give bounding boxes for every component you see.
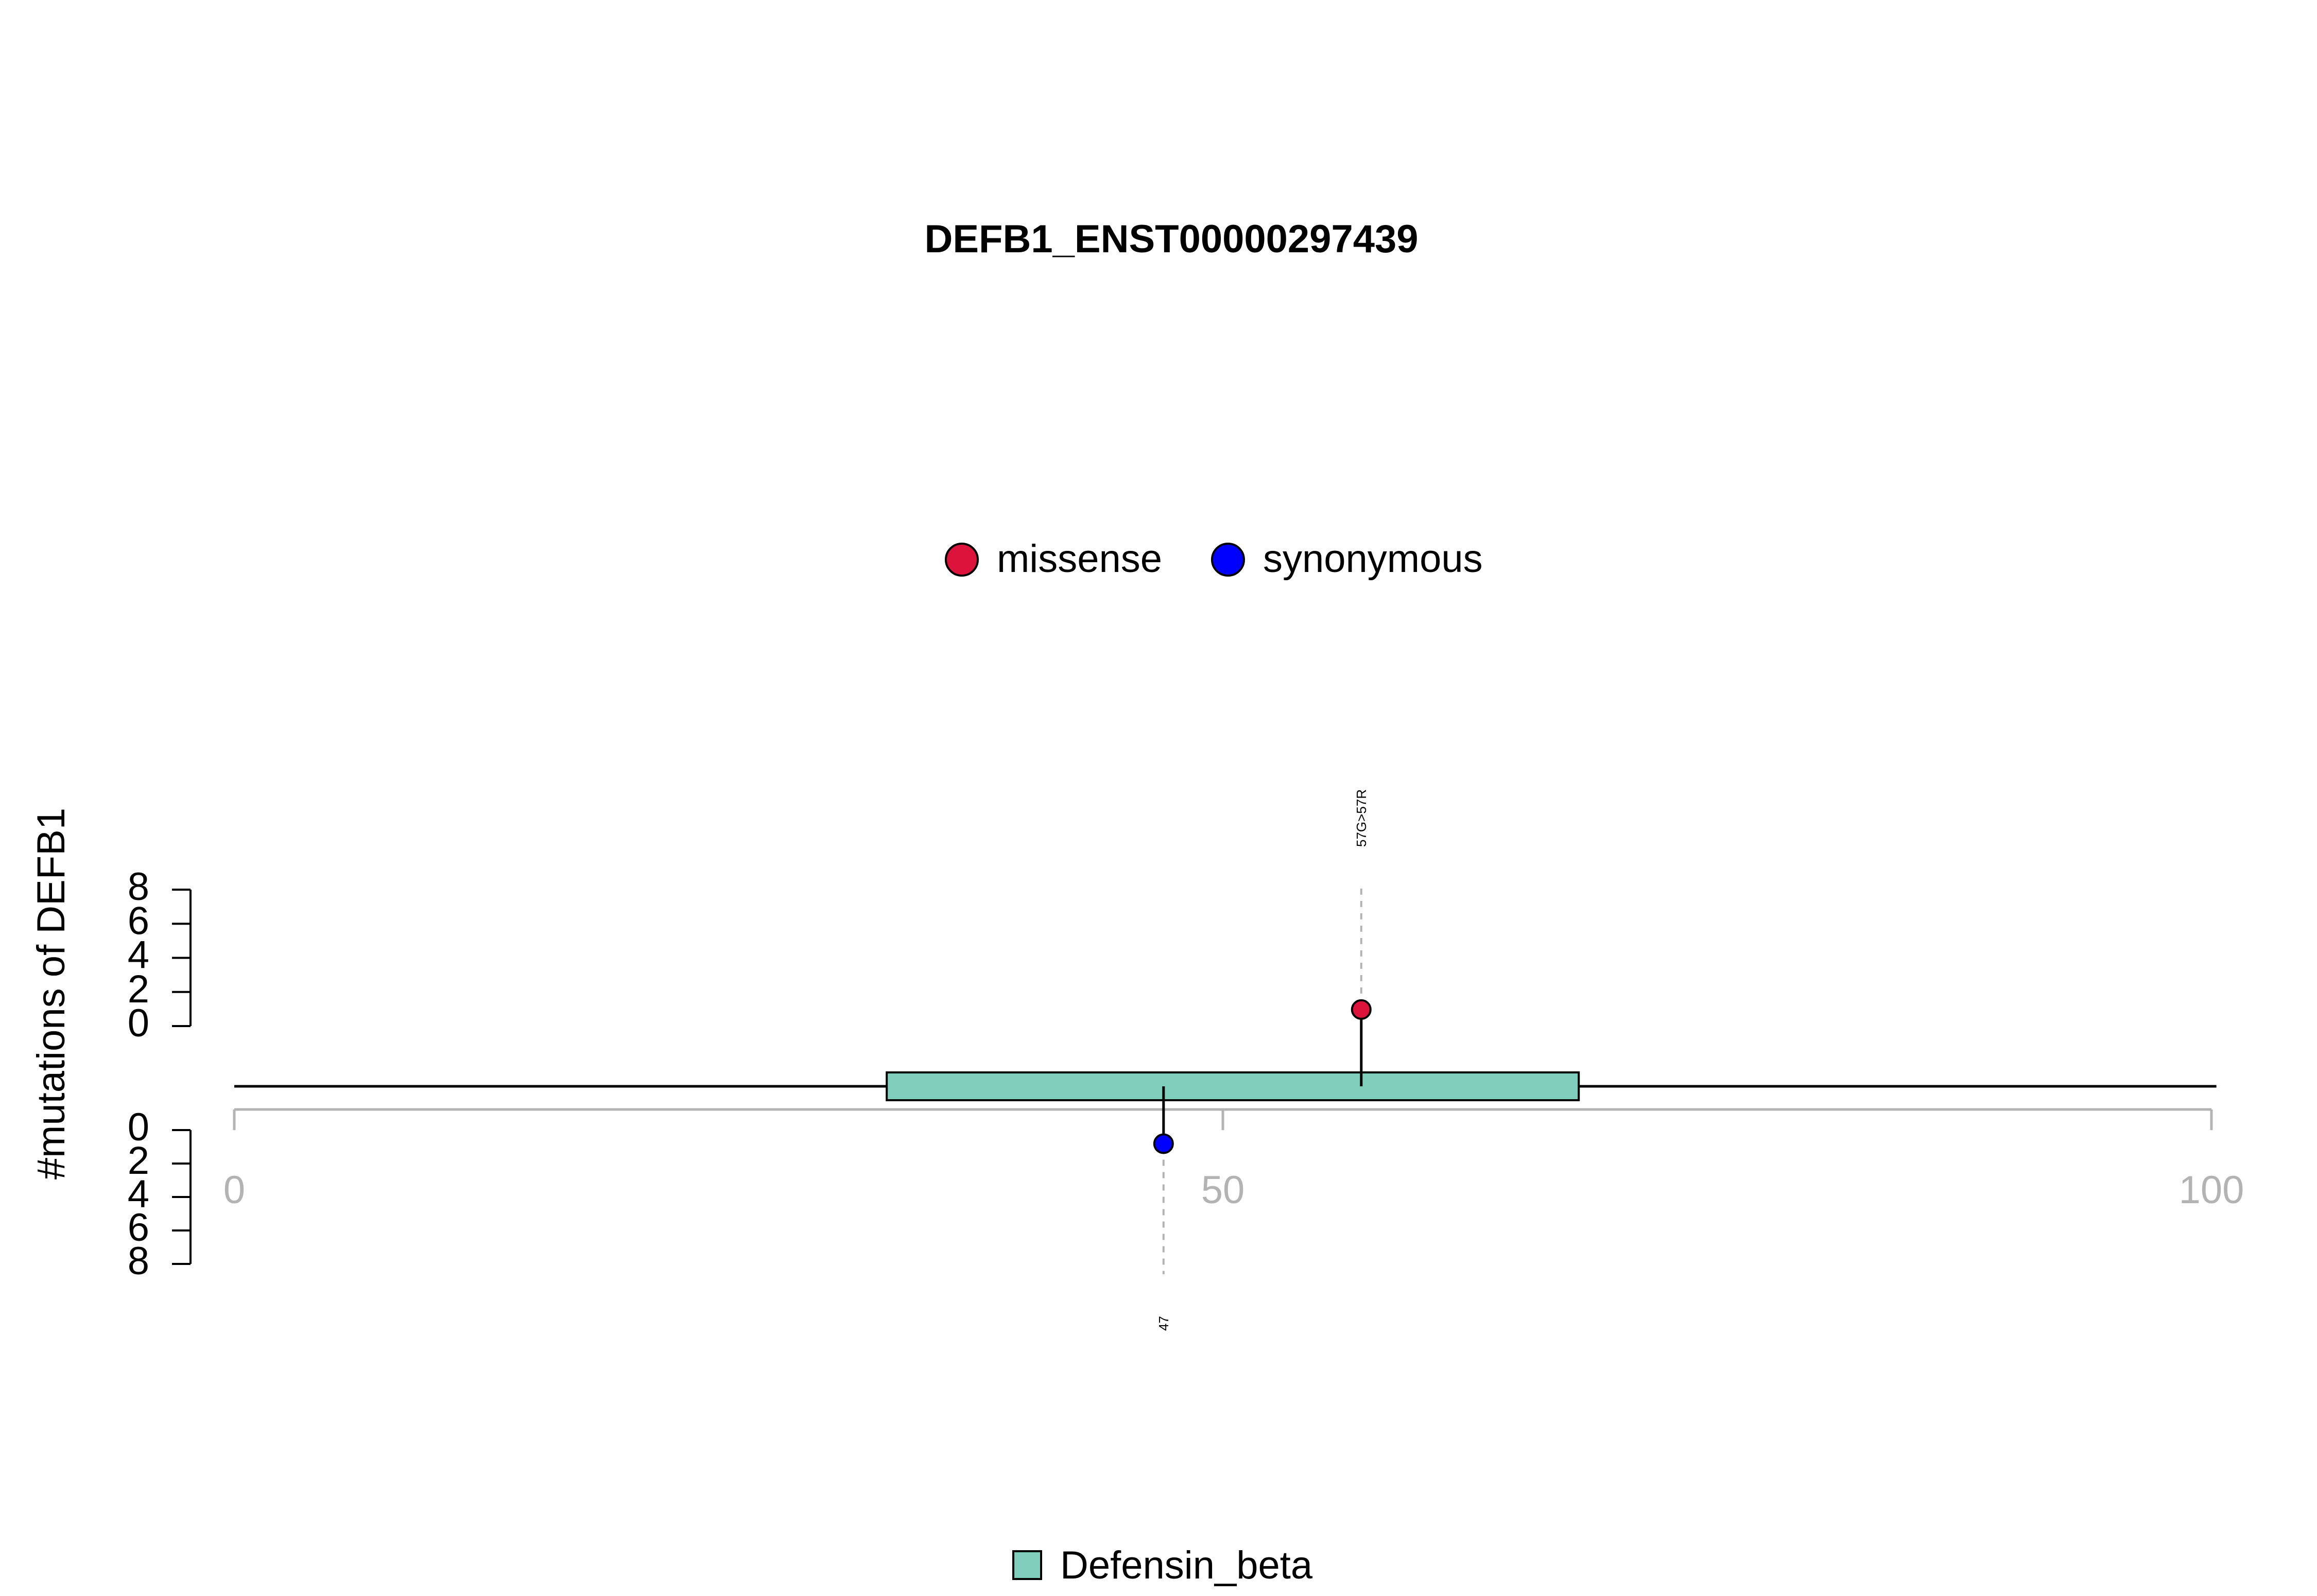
legend-marker-synonymous bbox=[1211, 543, 1245, 577]
point-57G>57R bbox=[1351, 999, 1372, 1020]
mutation-lollipops: 57G>57R 47 bbox=[1153, 789, 1372, 1331]
legend-marker-missense bbox=[945, 543, 979, 577]
mutation-legend: missense synonymous bbox=[945, 537, 1483, 581]
x-tick-label-50: 50 bbox=[1201, 1168, 1245, 1212]
y-lower-tick-label-6: 6 bbox=[128, 1206, 149, 1250]
legend-label-missense: missense bbox=[997, 537, 1162, 581]
y-lower-tick-label-4: 4 bbox=[128, 1172, 149, 1216]
point-47 bbox=[1153, 1133, 1174, 1154]
y-upper-tick-label-4: 4 bbox=[128, 933, 149, 977]
legend-label-Defensin_beta: Defensin_beta bbox=[1060, 1543, 1313, 1587]
domain-Defensin_beta bbox=[886, 1071, 1580, 1101]
y-upper-tick-label-6: 6 bbox=[128, 899, 149, 943]
domain-legend: Defensin_beta bbox=[1012, 1543, 1313, 1587]
y-upper-tick-label-0: 0 bbox=[128, 1001, 149, 1045]
y-lower-tick-label-8: 8 bbox=[128, 1239, 149, 1283]
y-axis-label: #mutations of DEFB1 bbox=[29, 808, 73, 1179]
y-upper-tick-label-8: 8 bbox=[128, 865, 149, 909]
y-lower-tick-label-0: 0 bbox=[128, 1105, 149, 1149]
legend-swatch-Defensin_beta bbox=[1012, 1550, 1042, 1580]
legend-label-synonymous: synonymous bbox=[1263, 537, 1483, 581]
mutation-label-47: 47 bbox=[1156, 1316, 1171, 1331]
chart-title: DEFB1_ENST00000297439 bbox=[924, 217, 1418, 261]
x-tick-label-100: 100 bbox=[2179, 1168, 2244, 1212]
domain-boxes bbox=[886, 1071, 1580, 1101]
y-upper-tick-label-2: 2 bbox=[128, 967, 149, 1011]
x-axis: 0 50 100 bbox=[223, 1108, 2244, 1212]
y-lower-tick-label-2: 2 bbox=[128, 1139, 149, 1183]
mutation-label-57G>57R: 57G>57R bbox=[1354, 789, 1369, 847]
x-tick-label-0: 0 bbox=[223, 1168, 245, 1212]
